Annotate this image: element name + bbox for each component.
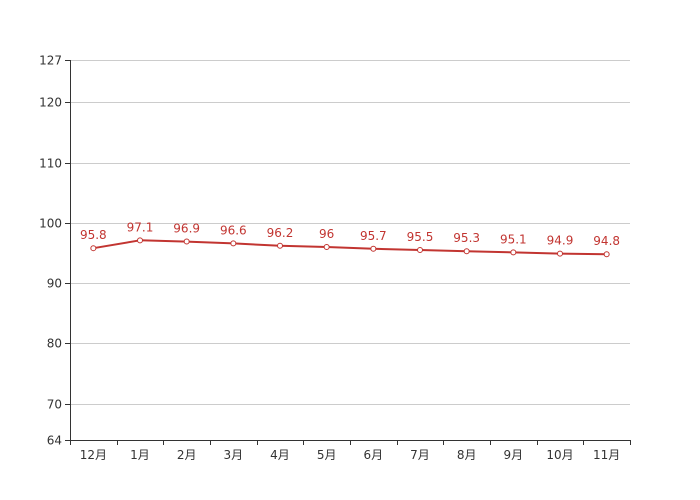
x-tick-label: 5月 <box>317 448 337 462</box>
data-point <box>183 238 190 245</box>
data-label: 95.5 <box>407 230 434 244</box>
gridlines <box>70 60 630 405</box>
x-tick-label: 11月 <box>593 448 620 462</box>
y-tick-label: 110 <box>39 157 62 171</box>
data-label: 95.1 <box>500 232 527 246</box>
x-tick-label: 12月 <box>80 448 107 462</box>
data-point <box>463 248 470 255</box>
data-point <box>90 245 97 252</box>
data-point <box>370 245 377 252</box>
x-tick-label: 2月 <box>177 448 197 462</box>
data-label: 96.6 <box>220 223 247 237</box>
y-tick-label: 64 <box>47 434 62 448</box>
data-label: 96 <box>319 227 334 241</box>
series-line <box>93 239 607 256</box>
data-point <box>323 243 330 250</box>
data-label: 94.9 <box>547 234 574 248</box>
x-tick-label: 1月 <box>130 448 150 462</box>
y-tick-label: 70 <box>47 398 62 412</box>
data-point <box>277 242 283 249</box>
y-tick-label: 127 <box>39 54 62 68</box>
data-label: 94.8 <box>593 234 620 248</box>
data-point <box>557 250 563 257</box>
y-tick-label: 120 <box>39 96 62 110</box>
data-label: 96.2 <box>267 226 294 240</box>
x-tick-label: 10月 <box>546 448 573 462</box>
data-label: 96.9 <box>173 222 200 236</box>
data-point <box>417 247 423 253</box>
data-label: 95.3 <box>453 231 480 245</box>
y-tick-label: 80 <box>47 337 62 351</box>
data-point <box>510 249 517 256</box>
x-axis-ticks: 12月 1月 2月 3月 4月 5月 6月 7月 8月 9月 10月 11月 <box>70 440 631 462</box>
data-label: 95.7 <box>360 229 387 243</box>
axes <box>70 60 630 441</box>
x-tick-label: 7月 <box>410 448 430 462</box>
data-point <box>230 240 237 247</box>
series-group <box>90 237 610 258</box>
data-point <box>603 251 610 258</box>
x-tick-label: 9月 <box>504 448 524 462</box>
y-tick-label: 90 <box>47 277 62 291</box>
x-tick-label: 3月 <box>224 448 244 462</box>
y-tick-label: 100 <box>39 217 62 231</box>
data-labels: 95.8 97.1 96.9 96.6 96.2 96 95.7 95.5 95.3 95.1 94… <box>80 220 620 248</box>
data-label: 97.1 <box>127 220 154 234</box>
x-tick-label: 4月 <box>270 448 290 462</box>
x-tick-label: 6月 <box>364 448 384 462</box>
data-label: 95.8 <box>80 228 107 242</box>
y-axis-ticks: 64 70 80 90 100 110 120 127 <box>39 54 70 448</box>
data-point <box>137 237 143 244</box>
x-tick-label: 8月 <box>457 448 477 462</box>
